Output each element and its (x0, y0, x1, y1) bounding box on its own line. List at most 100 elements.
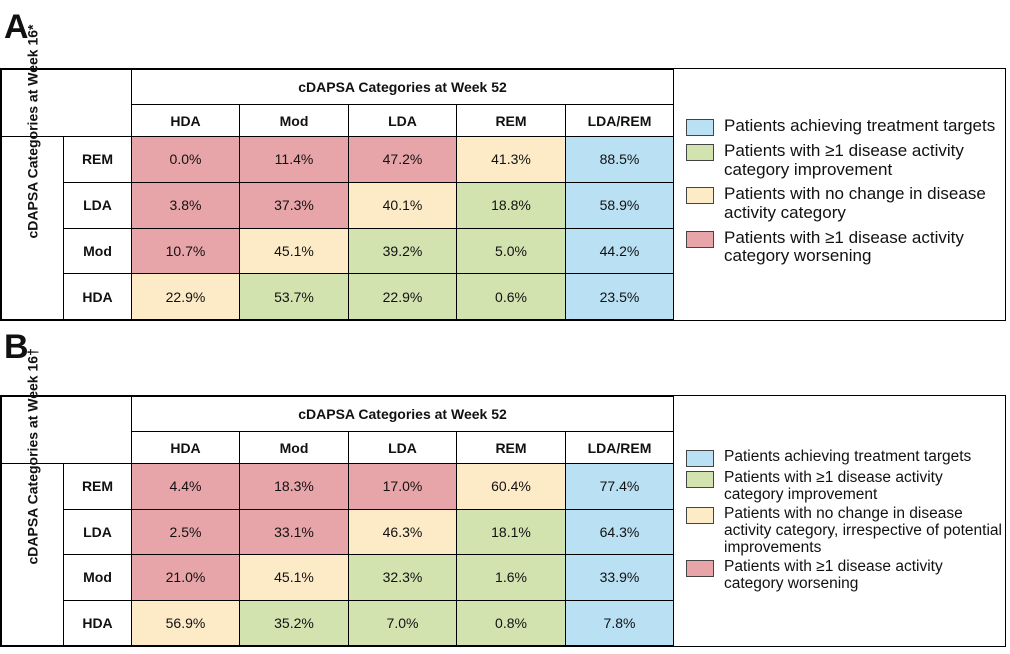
legend: Patients achieving treatment targets Pati… (674, 396, 1005, 646)
table-cell: 4.4% (131, 463, 240, 510)
panel-label: B (4, 328, 29, 366)
table-cell: 88.5% (565, 136, 674, 183)
legend-swatch (686, 187, 714, 205)
table-cell: 45.1% (239, 554, 349, 601)
column-header: LDA (348, 431, 457, 464)
header-row: cDAPSA Categories at Week 52 (1, 396, 674, 464)
legend-item: Patients achieving treatment targets (686, 115, 1005, 136)
table-row: HDA 56.9% 35.2% 7.0% 0.8% 7.8% (2, 599, 674, 646)
column-group-header: cDAPSA Categories at Week 52 (131, 396, 674, 432)
legend-item: Patients with ≥1 disease activity catego… (686, 469, 1005, 503)
table-row: cDAPSA Categories at Week 16* REM 0.0% 11.4… (1, 24, 674, 320)
table-cell: 33.9% (565, 554, 674, 601)
legend-text: Patients with no change in disease activ… (724, 504, 1002, 557)
table-cell: 46.3% (348, 508, 457, 555)
table-cell: 22.9% (348, 273, 457, 320)
table-row: Mod 10.7% 45.1% 39.2% 5.0% 44.2% (2, 227, 674, 275)
legend-swatch (686, 560, 714, 578)
row-header: HDA (63, 273, 132, 320)
legend-swatch (686, 118, 714, 136)
table-cell: 18.3% (239, 463, 349, 510)
table-cell: 0.6% (456, 273, 566, 320)
table-row: Mod 21.0% 45.1% 32.3% 1.6% 33.9% (2, 554, 674, 601)
column-header: Mod (239, 431, 349, 464)
table-cell: 40.1% (348, 181, 457, 229)
column-header: Mod (239, 104, 349, 137)
legend-swatch (686, 230, 714, 248)
column-header: REM (456, 431, 566, 464)
column-header: REM (456, 104, 566, 137)
legend-text: Patients with ≥1 disease activity catego… (724, 558, 943, 593)
table-cell: 7.8% (565, 599, 674, 646)
row-header: LDA (63, 508, 132, 555)
panel-box: cDAPSA Categories at Week 52 HDA Mod LDA REM… (0, 24, 1006, 321)
legend-text: Patients with ≥1 disease activity catego… (724, 140, 964, 179)
legend-text: Patients achieving treatment targets (724, 115, 996, 135)
table-cell: 45.1% (239, 227, 349, 275)
panel-box: cDAPSA Categories at Week 52 HDA Mod LDA REM… (0, 348, 1006, 647)
table-cell: 58.9% (565, 181, 674, 229)
header-row: cDAPSA Categories at Week 52 (1, 69, 674, 137)
row-header: REM (63, 463, 132, 510)
table-cell: 39.2% (348, 227, 457, 275)
column-header: LDA/REM (565, 104, 674, 137)
row-group-header: cDAPSA Categories at Week 16* (1, 24, 64, 320)
legend-item: Patients with ≥1 disease activity catego… (686, 558, 1005, 592)
panel-label: A (4, 8, 29, 46)
row-header: Mod (63, 554, 132, 601)
table-cell: 33.1% (239, 508, 349, 555)
column-header: LDA (348, 104, 457, 137)
row-group-header: cDAPSA Categories at Week 16† (1, 348, 64, 646)
row-group-text: cDAPSA Categories at Week 16* (24, 24, 40, 238)
table-cell: 64.3% (565, 508, 674, 555)
table-cell: 35.2% (239, 599, 349, 646)
legend-item: Patients with ≥1 disease activity catego… (686, 140, 1005, 179)
column-header: HDA (131, 104, 240, 137)
corner (1, 69, 132, 137)
table-cell: 37.3% (239, 181, 349, 229)
table-cell: 0.8% (456, 599, 566, 646)
legend-item: Patients with no change in disease activ… (686, 505, 1005, 556)
table-cell: 10.7% (131, 227, 240, 275)
header-row: HDA Mod LDA REM LDA/REM (2, 104, 674, 137)
column-group-header: cDAPSA Categories at Week 52 (131, 69, 674, 105)
table-row: LDA 2.5% 33.1% 46.3% 18.1% 64.3% (2, 508, 674, 555)
legend-swatch (686, 506, 714, 524)
table-cell: 3.8% (131, 181, 240, 229)
table-cell: 77.4% (565, 463, 674, 510)
row-header: HDA (63, 599, 132, 646)
legend-item: Patients with no change in disease activ… (686, 184, 1005, 222)
data-table: cDAPSA Categories at Week 52 HDA Mod LDA REM… (1, 348, 674, 646)
table-cell: 0.0% (131, 136, 240, 183)
table-cell: 22.9% (131, 273, 240, 320)
table-cell: 18.1% (456, 508, 566, 555)
legend-text: Patients with ≥1 disease activity catego… (724, 227, 964, 266)
table-cell: 23.5% (565, 273, 674, 320)
row-group-text: cDAPSA Categories at Week 16† (24, 348, 40, 565)
legend-text: Patients with no change in disease activ… (724, 184, 986, 222)
table-cell: 41.3% (456, 136, 566, 183)
table-cell: 1.6% (456, 554, 566, 601)
column-header: LDA/REM (565, 431, 674, 464)
header-row: HDA Mod LDA REM LDA/REM (2, 431, 674, 464)
table-cell: 5.0% (456, 227, 566, 275)
column-header: HDA (131, 431, 240, 464)
row-header: REM (63, 136, 132, 183)
table-cell: 18.8% (456, 181, 566, 229)
table-cell: 17.0% (348, 463, 457, 510)
data-table: cDAPSA Categories at Week 52 HDA Mod LDA REM… (1, 24, 674, 320)
legend-item: Patients achieving treatment targets (686, 448, 1005, 467)
legend-item: Patients with ≥1 disease activity catego… (686, 227, 1005, 266)
table-row: cDAPSA Categories at Week 16† REM 4.4% 18.3… (1, 348, 674, 646)
table-cell: 60.4% (456, 463, 566, 510)
table-cell: 7.0% (348, 599, 457, 646)
table-cell: 53.7% (239, 273, 349, 320)
legend-swatch (686, 449, 714, 467)
row-header: LDA (63, 181, 132, 229)
table-cell: 32.3% (348, 554, 457, 601)
legend-swatch (686, 143, 714, 161)
table-cell: 56.9% (131, 599, 240, 646)
table-cell: 47.2% (348, 136, 457, 183)
table-row: HDA 22.9% 53.7% 22.9% 0.6% 23.5% (2, 273, 674, 320)
table-cell: 21.0% (131, 554, 240, 601)
